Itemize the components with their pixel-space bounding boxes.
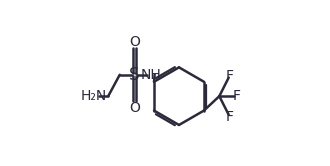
Text: O: O bbox=[129, 35, 140, 49]
Text: O: O bbox=[129, 101, 140, 115]
Text: F: F bbox=[226, 110, 234, 124]
Text: F: F bbox=[233, 89, 241, 103]
Text: NH: NH bbox=[141, 68, 161, 82]
Text: F: F bbox=[226, 69, 234, 83]
Text: S: S bbox=[129, 66, 140, 84]
Text: H₂N: H₂N bbox=[80, 89, 107, 103]
